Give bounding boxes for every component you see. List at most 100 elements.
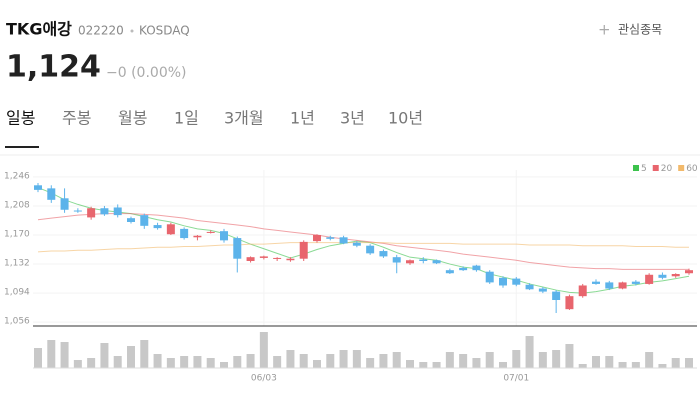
candle-body bbox=[166, 224, 175, 235]
candle-body bbox=[180, 228, 189, 239]
tab[interactable]: 3개월 bbox=[224, 109, 264, 128]
candle-body bbox=[645, 274, 654, 284]
candle-body bbox=[631, 281, 640, 284]
candle-body bbox=[286, 258, 295, 261]
stock-code: 022220 bbox=[78, 24, 124, 38]
volume-bar bbox=[259, 332, 268, 368]
tab[interactable]: 1일 bbox=[174, 109, 199, 128]
volume-bar bbox=[34, 348, 42, 368]
volume-bar bbox=[485, 352, 494, 368]
volume-bar bbox=[326, 354, 335, 368]
volume-bar bbox=[233, 356, 242, 368]
candle-body bbox=[552, 291, 561, 300]
tab[interactable]: 10년 bbox=[388, 109, 423, 128]
x-tick-label: 06/03 bbox=[251, 374, 277, 384]
candle-body bbox=[419, 259, 428, 261]
candle-body bbox=[406, 260, 414, 264]
volume-bar bbox=[379, 354, 388, 368]
candle-body bbox=[127, 218, 135, 222]
candle-body bbox=[233, 238, 242, 259]
candle-body bbox=[299, 241, 308, 259]
candle-body bbox=[87, 208, 96, 218]
candle-body bbox=[113, 207, 122, 216]
candle-body bbox=[658, 274, 667, 278]
market: KOSDAQ bbox=[139, 24, 190, 38]
candle-body bbox=[485, 271, 494, 283]
volume-bar bbox=[180, 356, 189, 368]
candle-body bbox=[47, 188, 56, 200]
candle-body bbox=[313, 235, 321, 242]
volume-bar bbox=[339, 350, 348, 368]
x-tick-label: 07/01 bbox=[503, 374, 529, 384]
volume-bar bbox=[286, 350, 295, 368]
candle-body bbox=[578, 285, 587, 297]
volume-bar bbox=[166, 358, 175, 368]
candle-body bbox=[352, 242, 361, 246]
legend-label: 20 bbox=[661, 164, 673, 174]
candle-body bbox=[273, 257, 282, 259]
legend-swatch bbox=[652, 165, 659, 171]
chart: 1,056 1,094 1,132 1,170 1,208 1,246 06/03 07/01… bbox=[4, 164, 698, 384]
volume-bar bbox=[538, 352, 547, 368]
y-tick-label: 1,246 bbox=[4, 171, 30, 181]
volume-bar bbox=[352, 350, 361, 368]
legend-label: 5 bbox=[641, 164, 647, 174]
candle-body bbox=[392, 257, 401, 263]
candle-body bbox=[525, 284, 534, 290]
watch-button[interactable]: 관심종목 bbox=[618, 23, 662, 37]
volume-bar bbox=[459, 354, 468, 368]
candle-body bbox=[379, 251, 388, 257]
y-tick-label: 1,208 bbox=[4, 200, 30, 210]
candle-body bbox=[100, 208, 109, 215]
volume-bar bbox=[60, 342, 69, 368]
volume-bar bbox=[552, 350, 561, 368]
tab[interactable]: 주봉 bbox=[62, 109, 91, 128]
candle-body bbox=[472, 265, 481, 271]
candle-body bbox=[339, 237, 348, 244]
candle-body bbox=[246, 257, 255, 261]
candle-body bbox=[671, 274, 680, 277]
candle-body bbox=[220, 231, 228, 241]
volume-bar bbox=[565, 344, 574, 368]
volume-bar bbox=[631, 362, 640, 368]
y-tick-label: 1,132 bbox=[4, 259, 30, 269]
price: 1,124 bbox=[6, 50, 101, 85]
volume-bar bbox=[525, 336, 534, 368]
candle-body bbox=[538, 288, 547, 292]
tab[interactable]: 월봉 bbox=[118, 109, 147, 128]
tab[interactable]: 일봉 bbox=[6, 109, 35, 128]
volume-bar bbox=[73, 360, 82, 368]
ma-line bbox=[37, 213, 689, 270]
volume-bar bbox=[645, 352, 654, 368]
candle-body bbox=[592, 281, 600, 284]
candle-body bbox=[618, 282, 627, 289]
volume-bar bbox=[220, 362, 228, 368]
volume-bar bbox=[100, 343, 109, 368]
volume-bar bbox=[578, 364, 587, 368]
volume-bar bbox=[87, 358, 96, 368]
volume-bar bbox=[419, 362, 428, 368]
volume-bar bbox=[366, 358, 375, 368]
candle-body bbox=[605, 282, 614, 289]
candle-body bbox=[685, 270, 693, 274]
legend-swatch bbox=[678, 165, 685, 171]
candle-body bbox=[326, 237, 335, 239]
tab[interactable]: 3년 bbox=[340, 109, 365, 128]
candle-body bbox=[259, 256, 268, 258]
volume-bar bbox=[592, 356, 600, 368]
candle-body bbox=[153, 225, 162, 229]
candle-body bbox=[206, 231, 215, 233]
candle-body bbox=[565, 296, 574, 310]
candle-body bbox=[140, 215, 149, 226]
plus-icon[interactable]: + bbox=[598, 21, 611, 39]
volume-bar bbox=[140, 340, 149, 368]
candle-body bbox=[73, 210, 82, 212]
volume-bar bbox=[445, 352, 454, 368]
tab[interactable]: 1년 bbox=[290, 109, 315, 128]
volume-bar bbox=[432, 362, 441, 368]
volume-bar bbox=[299, 354, 308, 368]
volume-bar bbox=[153, 354, 162, 368]
volume-bar bbox=[246, 354, 255, 368]
